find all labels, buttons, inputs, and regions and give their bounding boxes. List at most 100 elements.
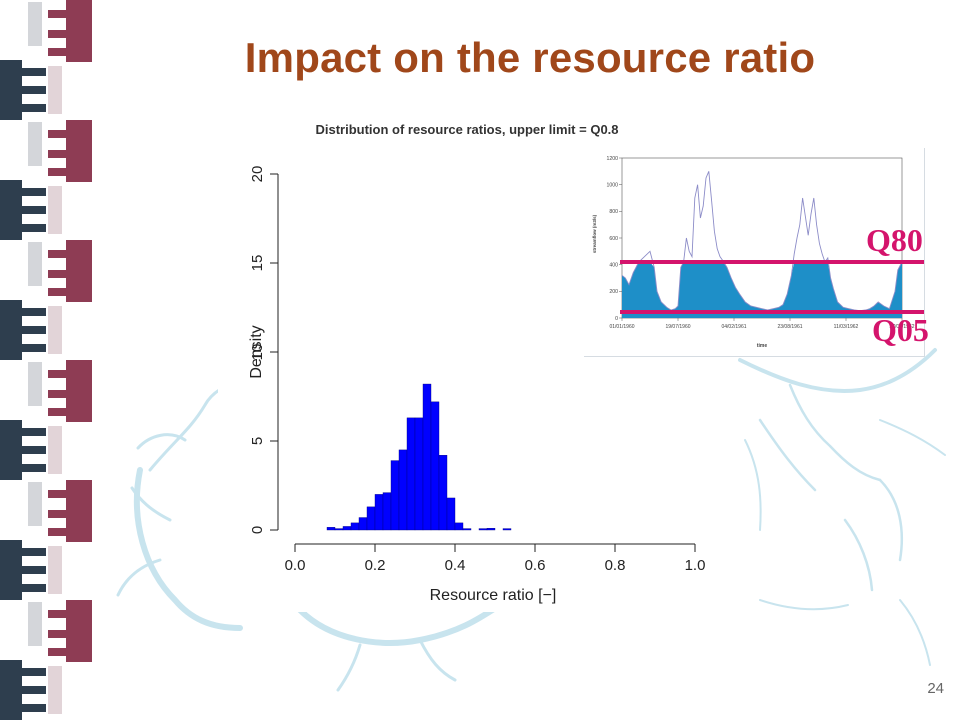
pattern-maroon-tooth	[48, 48, 70, 56]
histogram-bar	[454, 522, 464, 531]
histogram-bar	[398, 449, 408, 531]
pattern-maroon-tooth	[48, 610, 70, 618]
histogram-bar	[350, 522, 360, 531]
pattern-accent	[48, 546, 62, 594]
inset-y-tick-label: 800	[609, 209, 618, 215]
pattern-dark-tooth	[22, 566, 46, 574]
y-axis-label: Density	[248, 325, 265, 378]
pattern-maroon-tooth	[48, 408, 70, 416]
pattern-accent	[48, 186, 62, 234]
inset-x-tick-label: 01/01/1960	[609, 324, 634, 330]
histogram-bar	[486, 528, 496, 531]
histogram-bar	[446, 497, 456, 531]
pattern-dark-tooth	[22, 344, 46, 352]
histogram-bar	[374, 494, 384, 531]
histogram-bar	[406, 417, 416, 531]
pattern-accent	[48, 66, 62, 114]
pattern-accent	[48, 306, 62, 354]
chart-title: Distribution of resource ratios, upper l…	[315, 122, 618, 137]
histogram-bar	[382, 492, 392, 531]
inset-y-tick-label: 0	[615, 316, 618, 322]
x-tick-label: 0.0	[285, 557, 306, 574]
inset-x-tick-label: 27/09/1962	[889, 324, 914, 330]
histogram-bar	[414, 417, 424, 531]
pattern-dark-tooth	[22, 206, 46, 214]
pattern-maroon-tooth	[48, 150, 70, 158]
pattern-maroon-block	[66, 360, 92, 422]
pattern-dark-block	[0, 180, 22, 240]
pattern-dark-tooth	[22, 68, 46, 76]
y-tick-label: 5	[249, 437, 266, 445]
pattern-dark-tooth	[22, 86, 46, 94]
inset-y-tick-label: 400	[609, 262, 618, 268]
y-tick-label: 20	[249, 166, 266, 183]
inset-y-tick-label: 200	[609, 289, 618, 295]
histogram-bar	[462, 528, 472, 531]
x-tick-label: 1.0	[685, 557, 706, 574]
pattern-dark-block	[0, 300, 22, 360]
pattern-maroon-tooth	[48, 648, 70, 656]
pattern-dark-block	[0, 420, 22, 480]
pattern-accent	[28, 482, 42, 526]
inset-x-tick-label: 23/08/1961	[777, 324, 802, 330]
histogram-bar	[342, 526, 352, 531]
pattern-maroon-tooth	[48, 490, 70, 498]
inset-x-tick-label: 04/02/1961	[721, 324, 746, 330]
x-tick-label: 0.4	[445, 557, 466, 574]
streamflow-chart: 0 200 400 600 800 1000 1200 01/01/1960 19/07/196…	[592, 156, 924, 349]
pattern-dark-tooth	[22, 584, 46, 592]
inset-x-axis-label: time	[757, 343, 768, 349]
pattern-accent	[28, 242, 42, 286]
pattern-dark-tooth	[22, 428, 46, 436]
pattern-maroon-block	[66, 600, 92, 662]
pattern-maroon-tooth	[48, 288, 70, 296]
pattern-maroon-tooth	[48, 370, 70, 378]
inset-y-tick-label: 1200	[606, 156, 618, 162]
pattern-accent	[48, 426, 62, 474]
y-tick-label: 15	[249, 255, 266, 272]
y-tick-label: 10	[249, 344, 266, 361]
pattern-accent	[28, 362, 42, 406]
pattern-maroon-tooth	[48, 130, 70, 138]
histogram-bar	[390, 460, 400, 531]
histogram-bar	[334, 528, 344, 531]
pattern-maroon-block	[66, 480, 92, 542]
pattern-accent	[48, 666, 62, 714]
pattern-accent	[28, 602, 42, 646]
q05-threshold-label: Q05	[872, 312, 929, 348]
pattern-maroon-tooth	[48, 30, 70, 38]
inset-y-tick-label: 1000	[606, 182, 618, 188]
y-tick-label: 0	[249, 526, 266, 534]
left-edge-pattern	[0, 0, 92, 720]
streamflow-inset-panel: 0 200 400 600 800 1000 1200 01/01/1960 19/07/196…	[584, 148, 925, 357]
pattern-maroon-tooth	[48, 528, 70, 536]
pattern-dark-block	[0, 660, 22, 720]
histogram-bar	[422, 383, 432, 531]
streamflow-area-below-q80	[622, 262, 902, 318]
histogram-bar	[326, 527, 336, 531]
pattern-maroon-tooth	[48, 630, 70, 638]
pattern-dark-tooth	[22, 446, 46, 454]
x-axis-label: Resource ratio [−]	[430, 587, 557, 604]
pattern-maroon-tooth	[48, 10, 70, 18]
pattern-maroon-block	[66, 240, 92, 302]
inset-x-tick-label: 19/07/1960	[665, 324, 690, 330]
histogram-bar	[430, 401, 440, 531]
histogram-bar	[438, 455, 448, 531]
pattern-dark-tooth	[22, 464, 46, 472]
pattern-dark-tooth	[22, 308, 46, 316]
streamflow-line	[621, 171, 903, 312]
x-tick-label: 0.8	[605, 557, 626, 574]
pattern-dark-tooth	[22, 188, 46, 196]
slide-number: 24	[927, 680, 944, 697]
pattern-maroon-tooth	[48, 270, 70, 278]
pattern-dark-tooth	[22, 704, 46, 712]
inset-frame	[621, 157, 903, 319]
inset-y-tick-label: 600	[609, 236, 618, 242]
pattern-accent	[28, 122, 42, 166]
histogram-bar	[502, 528, 512, 531]
histogram-bar	[478, 528, 488, 531]
inset-y-axis-label: streamflow (m3/s)	[592, 214, 597, 253]
pattern-maroon-tooth	[48, 168, 70, 176]
